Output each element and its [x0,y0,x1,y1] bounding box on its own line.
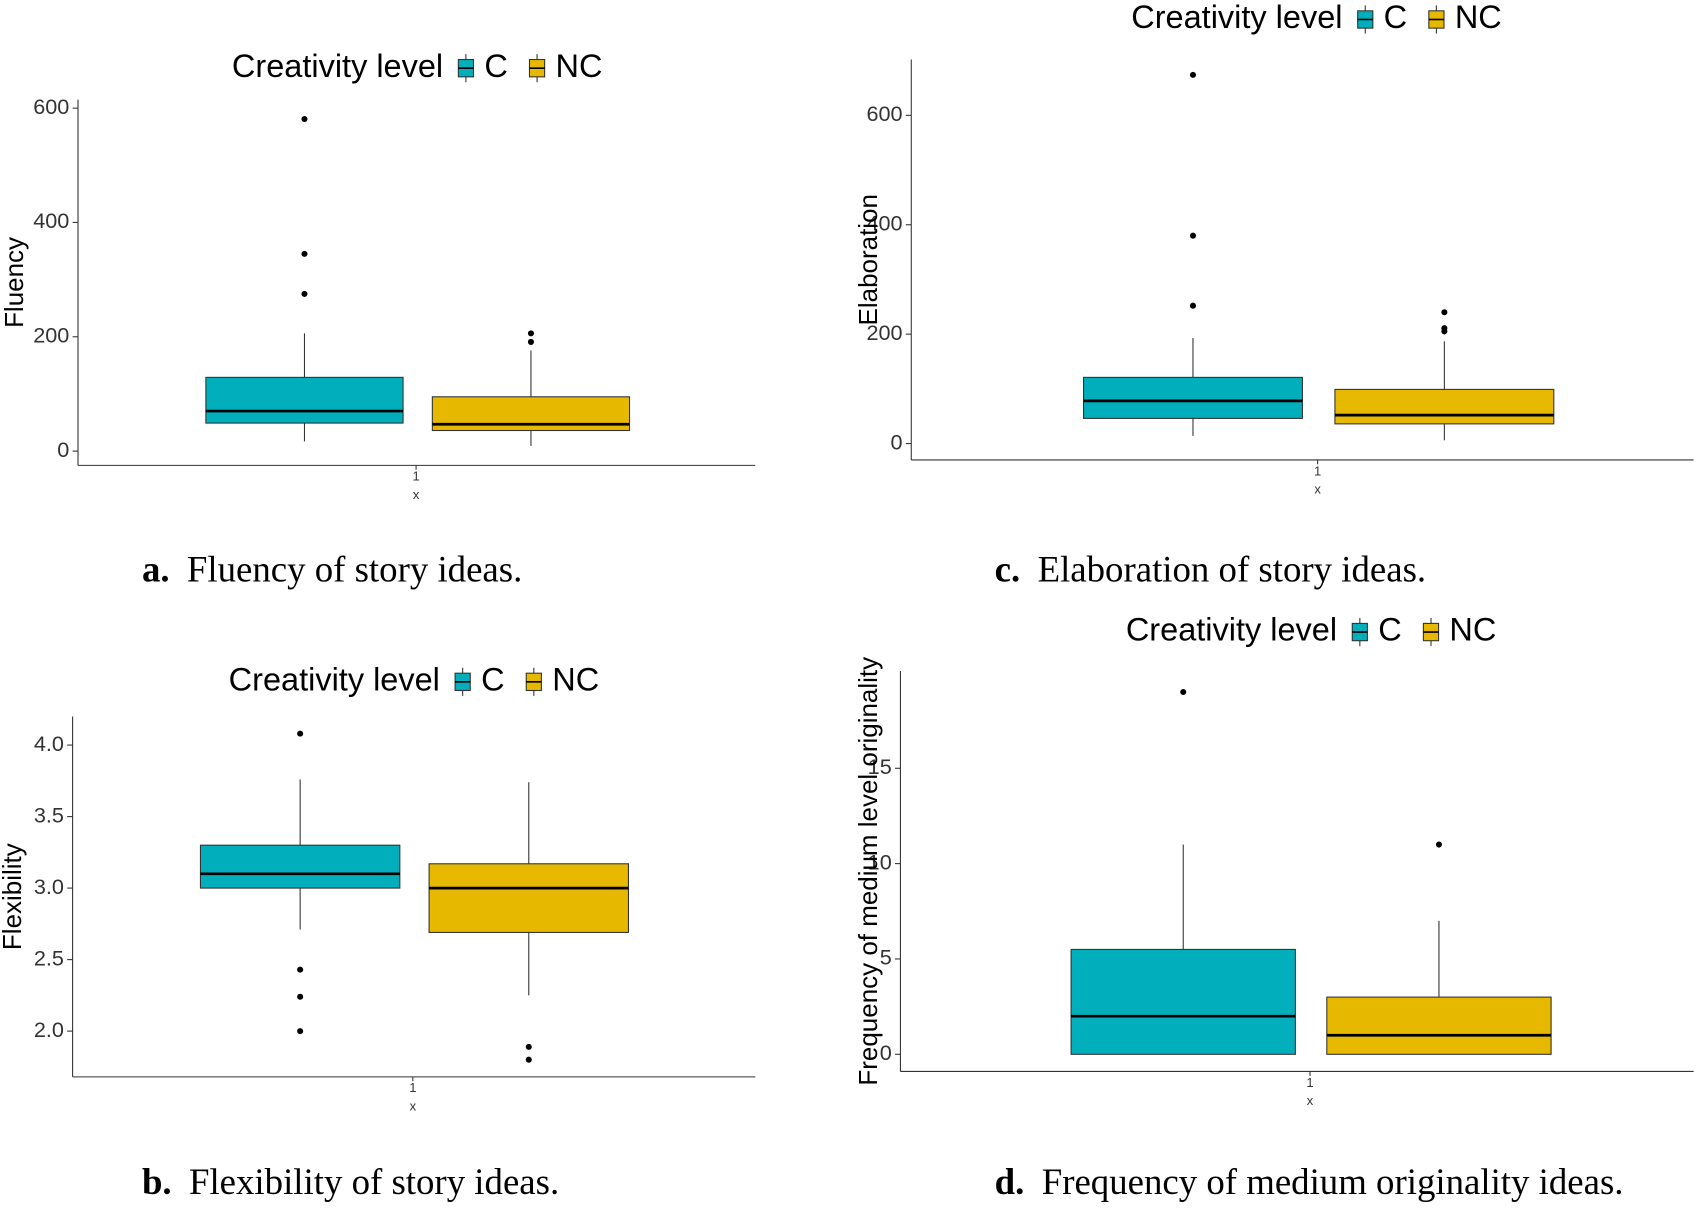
legend-label: NC [1449,612,1496,648]
legend-label: NC [1455,0,1502,35]
x-axis-label: x [413,487,420,502]
legend-title: Creativity level [1126,612,1337,648]
outlier [301,290,308,297]
y-axis-label: Elaboration [853,194,883,325]
y-tick-label: 600 [866,101,902,126]
x-axis-label: x [410,1099,417,1114]
legend-label: C [484,48,507,84]
legend: Creativity level C NC [229,661,599,697]
legend-label: C [1378,612,1401,648]
box [205,376,404,424]
outlier [1189,71,1197,78]
legend: Creativity level C NC [1126,612,1496,648]
x-tick-label: 1 [409,1080,416,1095]
y-tick-label: 0 [880,1040,892,1065]
outlier [1189,232,1197,239]
outlier [527,338,534,345]
box [199,844,401,889]
caption-label: a. [142,549,170,590]
y-tick-label: 15 [868,754,892,779]
y-tick-label: 2.5 [34,945,64,970]
outlier [525,1043,532,1050]
y-tick-label: 2.0 [34,1017,64,1042]
box [1334,388,1555,425]
x-tick-label: 1 [1306,1075,1313,1090]
caption-label: d. [995,1162,1025,1203]
x-tick-label: 1 [412,469,419,484]
y-axis-label: Frequency of medium level originality [853,657,883,1086]
legend-title: Creativity level [232,48,443,84]
outlier [297,966,304,973]
legend-label: NC [555,48,602,84]
y-tick-label: 3.0 [34,874,64,899]
outlier [1189,302,1197,309]
legend-label: C [481,661,504,697]
y-tick-label: 400 [866,210,902,235]
x-axis-label: x [1307,1093,1314,1108]
outlier [1435,841,1442,848]
outlier [297,730,304,737]
box [1070,948,1296,1055]
caption-label: b. [142,1162,172,1203]
outlier [297,993,304,1000]
caption-text: Fluency of story ideas. [187,549,522,590]
caption-text: Flexibility of story ideas. [189,1162,559,1203]
outlier [297,1028,304,1035]
y-axis-label: Flexibility [0,843,27,950]
outlier [525,1056,532,1063]
caption: a. Fluency of story ideas. [142,549,522,590]
caption: b. Flexibility of story ideas. [142,1162,559,1203]
caption: d. Frequency of medium originality ideas. [995,1162,1624,1203]
y-axis-label: Fluency [0,237,29,328]
outlier [301,115,308,123]
x-tick-label: 1 [1314,463,1321,478]
box [428,863,629,933]
legend: Creativity level C NC [1131,0,1501,35]
y-tick-label: 5 [880,945,892,970]
box [1326,996,1552,1055]
legend-label: NC [552,661,599,697]
caption: c. Elaboration of story ideas. [995,549,1426,590]
y-tick-label: 10 [868,849,892,874]
legend-label: C [1384,0,1407,35]
y-tick-label: 200 [866,320,902,345]
box [1083,376,1303,419]
caption-text: Elaboration of story ideas. [1038,549,1427,590]
y-tick-label: 200 [33,323,69,348]
outlier [527,330,534,337]
y-tick-label: 0 [891,429,903,454]
y-tick-label: 0 [57,437,69,462]
y-tick-label: 400 [33,208,69,233]
y-tick-label: 3.5 [34,802,64,827]
outlier [1441,309,1448,316]
legend-title: Creativity level [229,661,440,697]
legend: Creativity level C NC [232,48,602,84]
x-axis-label: x [1314,482,1321,497]
outlier [1441,328,1448,335]
y-tick-label: 4.0 [34,731,64,756]
outlier [301,250,308,257]
y-tick-label: 600 [33,94,69,119]
legend-title: Creativity level [1131,0,1342,35]
caption-text: Frequency of medium originality ideas. [1042,1162,1624,1203]
outlier [1180,688,1187,696]
caption-label: c. [995,549,1021,590]
